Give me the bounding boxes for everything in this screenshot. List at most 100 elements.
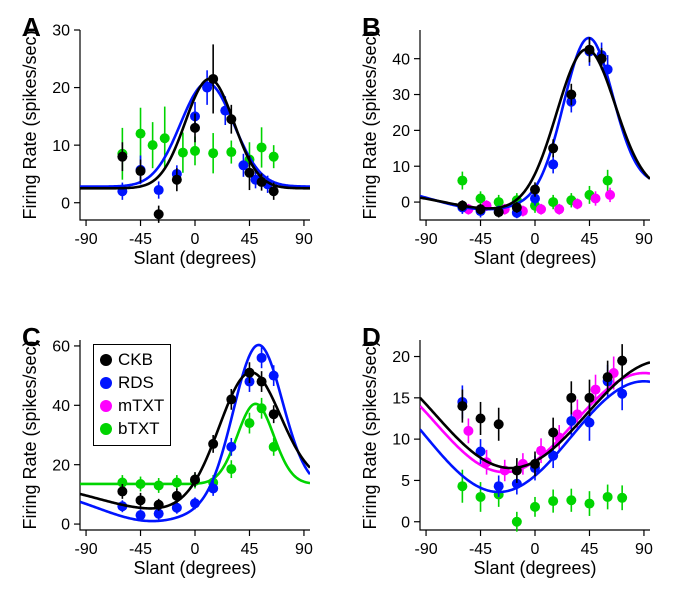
marker-CKB	[244, 168, 254, 178]
marker-mTXT	[591, 385, 601, 395]
marker-CKB	[494, 419, 504, 429]
svg-text:0: 0	[401, 514, 410, 531]
marker-bTXT	[457, 481, 467, 491]
panel-B: -90-4504590010203040Slant (degrees)Firin…	[360, 10, 660, 270]
marker-CKB	[244, 368, 254, 378]
marker-mTXT	[591, 193, 601, 203]
marker-bTXT	[136, 129, 146, 139]
legend-swatch-icon	[100, 423, 112, 435]
marker-CKB	[208, 439, 218, 449]
svg-text:40: 40	[52, 398, 70, 415]
marker-bTXT	[178, 148, 188, 158]
marker-CKB	[548, 143, 558, 153]
marker-CKB	[117, 152, 127, 162]
legend-item-RDS: RDS	[100, 372, 164, 395]
marker-CKB	[512, 202, 522, 212]
y-axis-label: Firing Rate (spikes/sec)	[20, 30, 40, 219]
panel-label-A: A	[22, 12, 41, 43]
marker-bTXT	[172, 478, 182, 488]
marker-CKB	[257, 177, 267, 187]
marker-CKB	[226, 114, 236, 124]
marker-CKB	[226, 394, 236, 404]
marker-bTXT	[548, 496, 558, 506]
marker-mTXT	[463, 426, 473, 436]
marker-CKB	[190, 475, 200, 485]
panel-C: -90-45045900204060Slant (degrees)Firing …	[20, 320, 320, 580]
marker-RDS	[208, 483, 218, 493]
marker-CKB	[476, 204, 486, 214]
marker-CKB	[190, 123, 200, 133]
svg-text:-90: -90	[414, 231, 437, 248]
marker-CKB	[566, 393, 576, 403]
marker-bTXT	[584, 499, 594, 509]
marker-RDS	[269, 371, 279, 381]
marker-bTXT	[530, 502, 540, 512]
svg-text:-90: -90	[74, 231, 97, 248]
marker-CKB	[269, 409, 279, 419]
marker-CKB	[617, 356, 627, 366]
svg-text:90: 90	[635, 541, 653, 558]
marker-CKB	[269, 186, 279, 196]
marker-CKB	[172, 175, 182, 185]
marker-RDS	[226, 442, 236, 452]
marker-RDS	[548, 159, 558, 169]
marker-bTXT	[269, 152, 279, 162]
svg-text:90: 90	[295, 541, 313, 558]
marker-bTXT	[244, 418, 254, 428]
legend-swatch-icon	[100, 377, 112, 389]
x-axis-label: Slant (degrees)	[133, 248, 256, 268]
marker-bTXT	[257, 403, 267, 413]
marker-bTXT	[617, 493, 627, 503]
marker-RDS	[584, 418, 594, 428]
svg-text:30: 30	[392, 87, 410, 104]
svg-text:0: 0	[61, 195, 70, 212]
legend: CKBRDSmTXTbTXT	[93, 344, 171, 446]
marker-bTXT	[226, 464, 236, 474]
y-axis-label: Firing Rate (spikes/sec)	[20, 340, 40, 529]
svg-text:40: 40	[392, 51, 410, 68]
svg-text:0: 0	[531, 231, 540, 248]
marker-CKB	[208, 74, 218, 84]
svg-text:10: 10	[392, 159, 410, 176]
marker-mTXT	[605, 190, 615, 200]
marker-CKB	[257, 377, 267, 387]
svg-text:20: 20	[392, 123, 410, 140]
marker-RDS	[617, 389, 627, 399]
svg-text:10: 10	[392, 432, 410, 449]
svg-text:-90: -90	[414, 541, 437, 558]
marker-CKB	[136, 166, 146, 176]
marker-bTXT	[226, 147, 236, 157]
marker-CKB	[512, 466, 522, 476]
marker-bTXT	[603, 492, 613, 502]
figure: -90 -45 0 45 90 0 10 20 30 Slant (degrees) Firing …	[0, 0, 678, 605]
marker-bTXT	[269, 442, 279, 452]
marker-bTXT	[160, 133, 170, 143]
svg-text:90: 90	[635, 231, 653, 248]
svg-text:15: 15	[392, 390, 410, 407]
marker-RDS	[136, 510, 146, 520]
marker-CKB	[117, 486, 127, 496]
svg-text:0: 0	[531, 541, 540, 558]
marker-CKB	[457, 401, 467, 411]
marker-CKB	[154, 209, 164, 219]
svg-text:-45: -45	[129, 231, 152, 248]
legend-label: RDS	[118, 372, 154, 395]
panel-label-B: B	[362, 12, 381, 43]
panel-label-D: D	[362, 322, 381, 353]
svg-text:90: 90	[295, 231, 313, 248]
legend-label: bTXT	[118, 418, 160, 441]
legend-label: CKB	[118, 349, 153, 372]
svg-text:-45: -45	[469, 231, 492, 248]
panel-A: -90-45045900102030Slant (degrees)Firing …	[20, 10, 320, 270]
marker-CKB	[494, 207, 504, 217]
marker-CKB	[566, 90, 576, 100]
x-axis-label: Slant (degrees)	[133, 558, 256, 578]
svg-text:20: 20	[52, 457, 70, 474]
svg-text:45: 45	[241, 231, 259, 248]
marker-CKB	[476, 413, 486, 423]
panel-D: -90-450459005101520Slant (degrees)Firing…	[360, 320, 660, 580]
marker-bTXT	[190, 146, 200, 156]
marker-CKB	[584, 393, 594, 403]
legend-swatch-icon	[100, 354, 112, 366]
marker-bTXT	[566, 495, 576, 505]
